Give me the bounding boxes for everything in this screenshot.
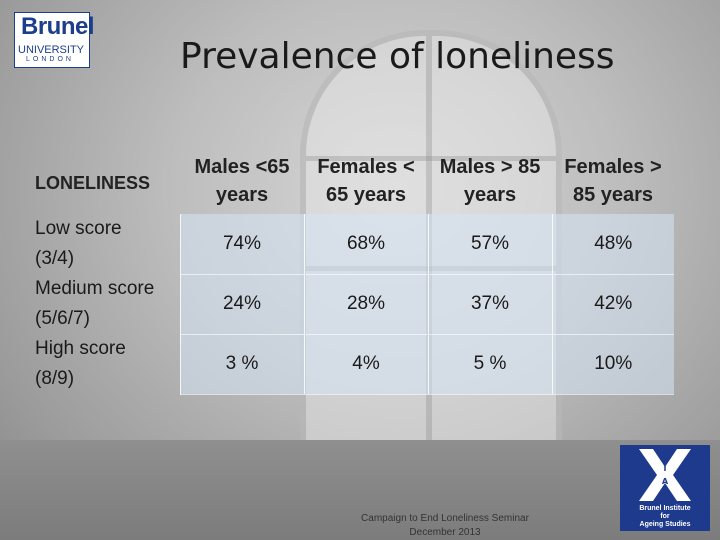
- row-label: High score (8/9): [35, 338, 126, 389]
- table-row: Medium score (5/6/7) 24% 28% 37% 42%: [32, 274, 674, 335]
- bias-x-icon: B I A S: [635, 447, 695, 503]
- background-floor: [0, 440, 720, 540]
- logo-line3: LONDON: [26, 56, 74, 63]
- row-label: Medium score (5/6/7): [35, 278, 155, 329]
- logo-line2: UNIVERSITY: [18, 44, 85, 56]
- slide-footer: Campaign to End Loneliness Seminar Decemb…: [361, 513, 529, 538]
- column-header: Females >85 years: [564, 156, 662, 206]
- bias-letter: S: [662, 491, 668, 500]
- corner-header: LONELINESS: [35, 173, 151, 193]
- column-header: Males > 85 years: [439, 156, 541, 206]
- table-cell: 24%: [179, 274, 304, 335]
- bias-logo-text: Brunel Institute for Ageing Studies: [639, 505, 691, 528]
- bias-letter: B: [662, 450, 668, 459]
- table-cell: 5 %: [427, 334, 552, 395]
- bias-letter: A: [662, 477, 669, 486]
- table-cell: 3 %: [179, 334, 304, 395]
- bias-logo: B I A S Brunel Institute for Ageing Studie…: [620, 445, 710, 531]
- table-cell: 48%: [551, 214, 674, 275]
- logo-line1: Brunel: [21, 13, 95, 40]
- table-row: High score (8/9) 3 % 4% 5 % 10%: [32, 334, 674, 395]
- table-cell: 57%: [427, 214, 552, 275]
- table-cell: 37%: [427, 274, 552, 335]
- brunel-logo: Brunel UNIVERSITY LONDON: [14, 12, 95, 68]
- loneliness-table: LONELINESS Males <65 years Females <65 ye…: [32, 148, 674, 395]
- row-label: Low score (3/4): [35, 218, 122, 269]
- table-row: Low score (3/4) 74% 68% 57% 48%: [32, 214, 674, 275]
- table-cell: 68%: [303, 214, 428, 275]
- table-cell: 28%: [303, 274, 428, 335]
- table-cell: 10%: [551, 334, 674, 395]
- slide-title: Prevalence of loneliness: [180, 36, 615, 77]
- table-header-row: LONELINESS Males <65 years Females <65 ye…: [32, 148, 674, 214]
- table-cell: 74%: [179, 214, 304, 275]
- table-cell: 42%: [551, 274, 674, 335]
- column-header: Males <65 years: [194, 156, 290, 206]
- table-cell: 4%: [303, 334, 428, 395]
- bias-letter: I: [664, 464, 667, 473]
- column-header: Females <65 years: [317, 156, 415, 206]
